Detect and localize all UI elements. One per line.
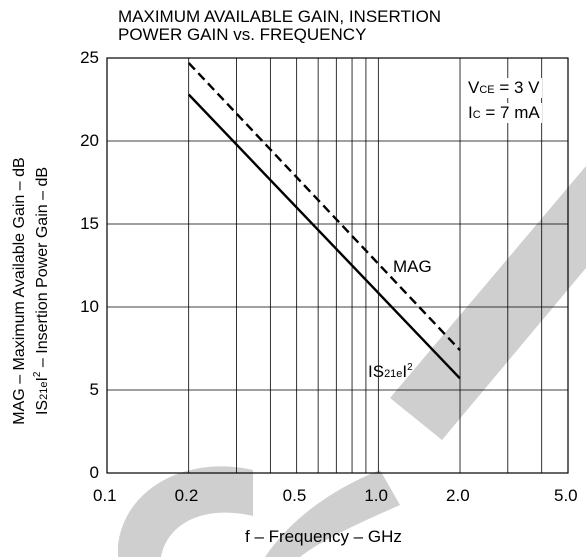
y-tick-label: 10 (80, 297, 99, 316)
x-tick-label: 5.0 (554, 486, 578, 505)
y-axis-label-line-1: MAG – Maximum Available Gain – dB (11, 157, 28, 425)
x-tick-label: 0.1 (93, 486, 117, 505)
condition-ic: IC = 7 mA (466, 103, 542, 123)
y-axis-label-line-2: IS21eI2 – Insertion Power Gain – dB (32, 166, 51, 416)
x-tick-label: 2.0 (446, 486, 470, 505)
x-tick-label: 0.5 (282, 486, 307, 505)
grid (107, 58, 568, 473)
watermark-letter-u (265, 470, 400, 557)
plot-frame (106, 57, 569, 474)
x-axis-label: f – Frequency – GHz (245, 527, 402, 546)
y-tick-label: 5 (89, 380, 99, 399)
y-tick-label: 0 (89, 463, 99, 482)
condition-vce: VCE = 3 V (466, 78, 542, 98)
y-tick-label: 25 (80, 48, 99, 67)
series-label-s21: IS21eI2 (368, 362, 413, 381)
chart-title-line-2: POWER GAIN vs. FREQUENCY (118, 25, 367, 44)
y-tick-label: 15 (80, 214, 99, 233)
series-line-s21 (187, 93, 461, 380)
x-tick-label: 1.0 (364, 486, 388, 505)
series-lines (187, 62, 461, 380)
series-line-mag (187, 62, 461, 352)
watermark (118, 166, 586, 557)
series-label-mag: MAG (393, 257, 432, 276)
watermark-letter-t (390, 166, 586, 440)
y-tick-label: 20 (80, 131, 99, 150)
x-tick-label: 0.2 (174, 486, 199, 505)
watermark-letter-o (118, 466, 253, 557)
y-axis-label: MAG – Maximum Available Gain – dB IS21eI… (11, 157, 53, 424)
chart-title-line-1: MAXIMUM AVAILABLE GAIN, INSERTION (118, 7, 442, 26)
